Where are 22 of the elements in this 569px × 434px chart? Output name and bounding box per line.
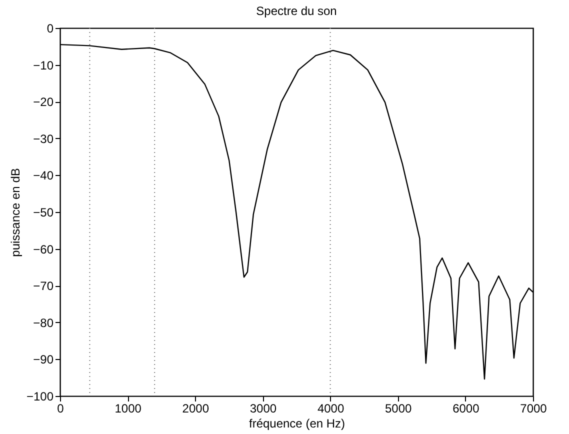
x-tick-label: 2000: [182, 402, 210, 416]
x-axis-title: fréquence (en Hz): [248, 416, 346, 430]
x-tick-label: 6000: [452, 402, 480, 416]
x-tick-label: 5000: [385, 402, 412, 416]
x-tick-label: 7000: [520, 402, 548, 416]
x-tick-label: 1000: [114, 402, 142, 416]
x-tick-label: 0: [57, 402, 64, 416]
y-tick-label: −10: [33, 58, 54, 72]
y-tick-label: −80: [33, 316, 54, 330]
y-tick-label: −50: [33, 206, 54, 220]
x-tick-label: 4000: [317, 402, 344, 416]
y-tick-label: −60: [33, 242, 54, 256]
y-axis-title: puissance en dB: [8, 168, 22, 257]
chart-title: Spectre du son: [256, 4, 337, 18]
x-tick-label: 3000: [250, 402, 277, 416]
y-tick-label: −20: [33, 95, 54, 110]
y-tick-label: −30: [33, 132, 54, 146]
y-tick-label: −70: [33, 279, 54, 294]
y-tick-label: −90: [33, 352, 54, 367]
y-tick-label: 0: [46, 22, 54, 36]
y-tick-label: −100: [26, 390, 54, 404]
y-tick-label: −40: [33, 168, 54, 183]
